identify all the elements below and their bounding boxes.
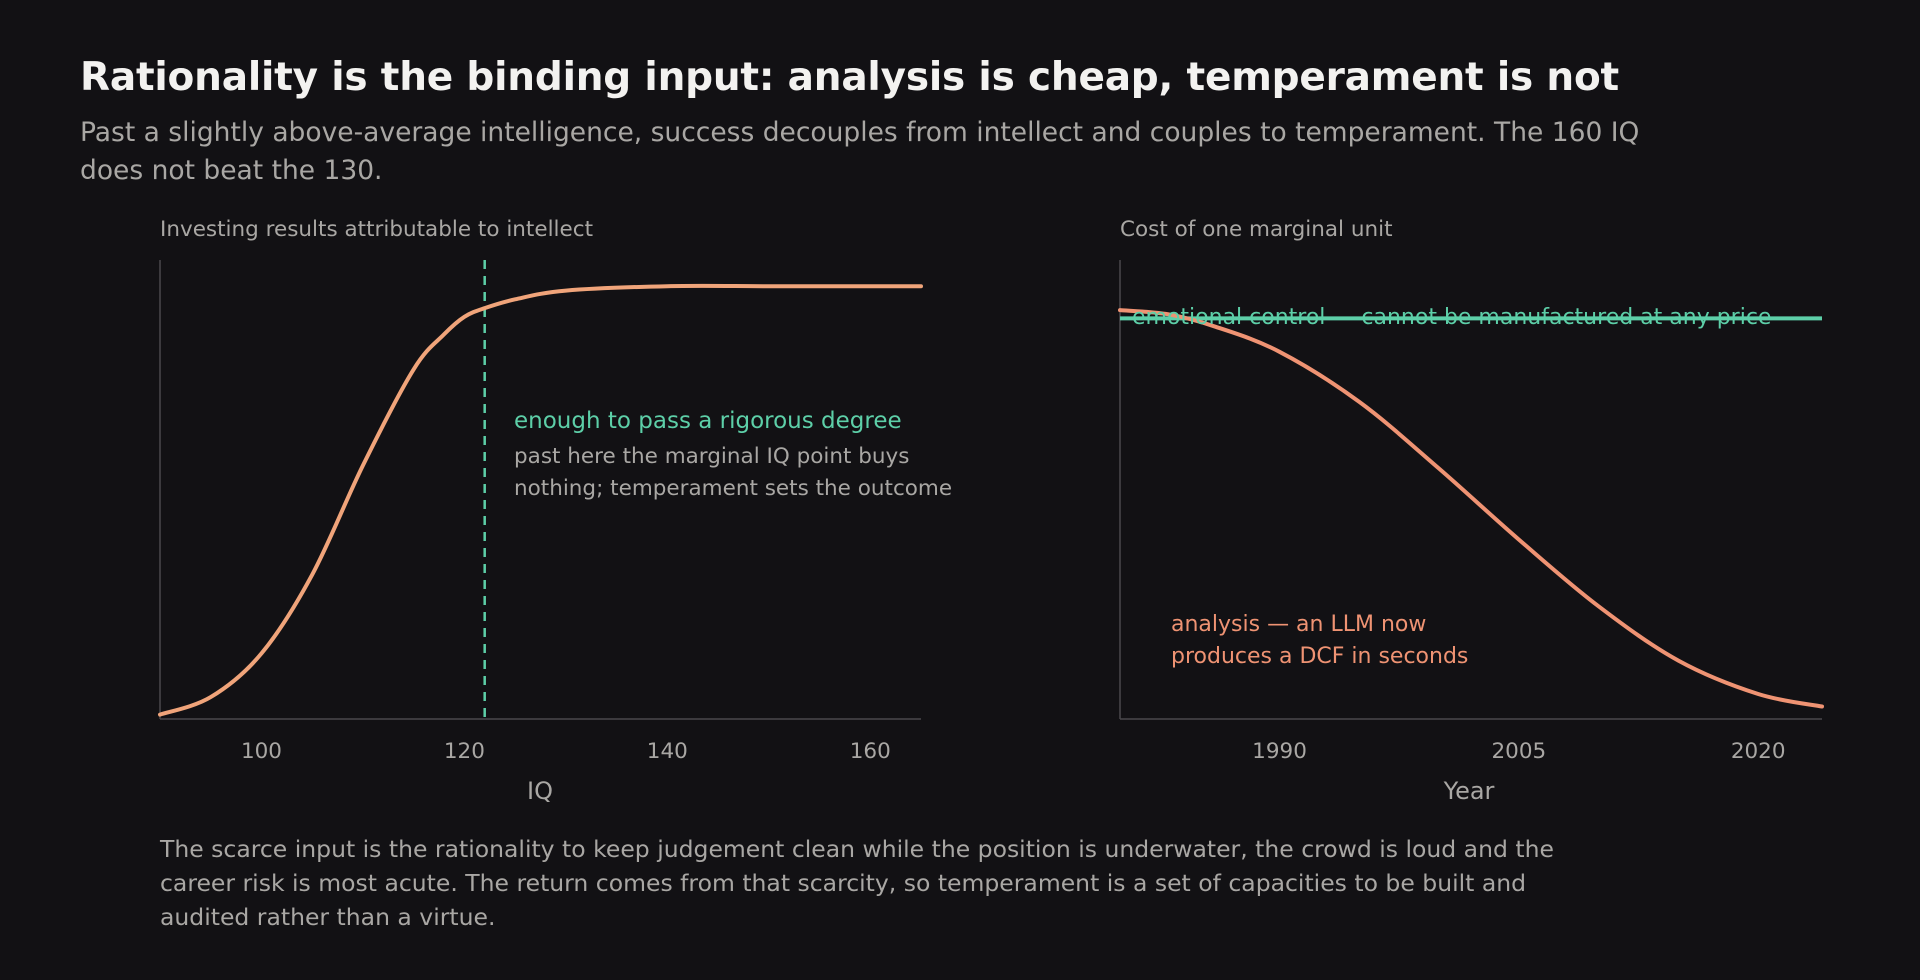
threshold-label: enough to pass a rigorous degree [514, 408, 902, 434]
chart-iq-tick-label-160: 160 [850, 739, 891, 764]
series-line-iq [158, 283, 923, 717]
chart-iq-tick-label-120: 120 [444, 739, 485, 764]
chart-cost-tick-label-2005: 2005 [1492, 739, 1547, 764]
chart-iq: Investing results attributable to intell… [158, 217, 952, 805]
series-label-emotional-control: emotional control — cannot be manufactur… [1132, 305, 1771, 330]
chart-cost-title: Cost of one marginal unit [1120, 217, 1393, 242]
page-title: Rationality is the binding input: analys… [80, 55, 1620, 100]
chart-cost: Cost of one marginal unit 1990 2005 2020 e… [1118, 217, 1824, 805]
chart-iq-tick-label-100: 100 [241, 739, 282, 764]
threshold-note: past here the marginal IQ point buys noth… [514, 444, 952, 501]
page-subtitle: Past a slightly above-average intelligen… [80, 117, 1640, 186]
footer-text: The scarce input is the rationality to k… [160, 835, 1554, 931]
chart-cost-tick-label-1990: 1990 [1252, 739, 1307, 764]
series-label-analysis: analysis — an LLM now produces a DCF in s… [1171, 612, 1468, 669]
chart-iq-x-label: IQ [527, 777, 553, 805]
chart-cost-tick-label-2020: 2020 [1731, 739, 1786, 764]
chart-iq-tick-label-140: 140 [647, 739, 688, 764]
series-line-analysis [1118, 308, 1824, 709]
chart-iq-title: Investing results attributable to intell… [160, 217, 593, 242]
chart-cost-x-label: Year [1443, 777, 1495, 805]
